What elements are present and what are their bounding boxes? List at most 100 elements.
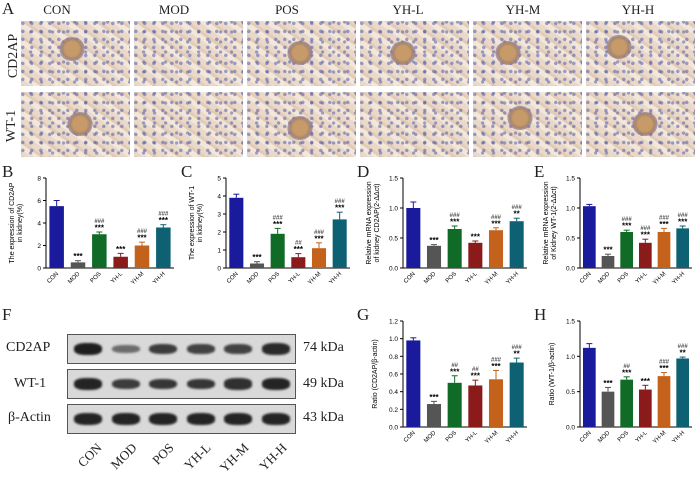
bar [620, 232, 634, 268]
chart-d: 0.0 0.5 1.0 1.5 Relative mRNA expression of k… [366, 176, 527, 286]
histology-image-cd2ap-yh-m [473, 21, 582, 86]
bar [406, 340, 421, 427]
significance-star: *** [73, 252, 83, 261]
significance-star: *** [450, 367, 460, 376]
x-tick-label: YH-M [484, 430, 499, 445]
blot-strip-wt1 [67, 369, 296, 399]
blot-kda-actin: 43 kDa [303, 410, 344, 425]
chart-e: 0.0 0.5 1.0 1.5 Relative mRNA expression of K… [543, 176, 692, 286]
significance-hash: ## [451, 363, 458, 369]
blot-band [224, 413, 252, 425]
y-tick-label: 1 [217, 248, 221, 255]
y-axis-label: of Kidney WT-1(2-ΔΔct) [551, 186, 558, 260]
group-label-yh-h: YH-H [621, 2, 655, 17]
y-tick-label: 0.8 [389, 354, 398, 361]
significance-star: *** [659, 220, 669, 229]
x-tick-label: POS [617, 430, 630, 443]
significance-hash: ## [295, 241, 302, 247]
significance-star: *** [491, 219, 501, 228]
y-axis-label: Ratio (CD2AP/β-actin) [372, 339, 379, 408]
significance-star: ** [680, 349, 687, 358]
significance-hash: ### [94, 219, 105, 225]
y-tick-label: 1.5 [566, 176, 575, 183]
blot-band [186, 343, 215, 355]
row-label-cd2ap: CD2AP [6, 33, 22, 79]
panel-letter-f: F [2, 305, 12, 324]
x-tick-label: YH-M [307, 271, 322, 286]
significance-star: *** [491, 362, 501, 371]
x-tick-label: MOD [423, 271, 438, 286]
blot-band [261, 343, 290, 355]
bar [582, 347, 596, 427]
significance-star: *** [294, 245, 304, 254]
significance-star: *** [159, 216, 169, 225]
blot-band [149, 378, 177, 390]
x-tick-label: POS [268, 271, 281, 284]
significance-star: *** [273, 220, 283, 229]
significance-star: ** [514, 210, 521, 219]
significance-hash: ### [314, 230, 325, 236]
y-tick-label: 3 [217, 212, 221, 219]
significance-star: *** [471, 372, 481, 381]
significance-hash: ### [512, 205, 523, 211]
panel-letter-d: D [357, 162, 370, 181]
significance-hash: ### [491, 357, 502, 363]
significance-star: *** [471, 233, 481, 242]
group-label-yh-l: YH-L [392, 2, 424, 17]
histology-image-wt1-con [21, 92, 130, 157]
x-tick-label: MOD [597, 430, 612, 445]
blot-kda-cd2ap: 74 kDa [303, 340, 344, 355]
significance-hash: ### [273, 215, 284, 221]
blot-band [74, 413, 102, 425]
histology-image-wt1-mod [134, 92, 243, 157]
significance-hash: ### [158, 212, 169, 218]
significance-hash: ### [678, 213, 689, 219]
y-tick-label: 0.5 [566, 236, 575, 243]
y-tick-label: 0 [217, 266, 221, 273]
x-tick-label: CON [46, 271, 60, 285]
x-tick-label: YH-H [671, 430, 686, 445]
y-tick-label: 2 [217, 230, 221, 237]
blot-band [111, 413, 140, 425]
panel-letter-e: E [534, 162, 545, 181]
panel-letter-b: B [2, 162, 14, 181]
blot-band [149, 413, 177, 425]
blot-lane-label-con: CON [74, 440, 105, 471]
bar [601, 391, 615, 427]
blot-band [224, 378, 252, 390]
x-tick-label: POS [90, 271, 103, 284]
row-label-wt1: WT-1 [4, 109, 20, 143]
blot-band [74, 343, 102, 355]
blot-band [186, 413, 215, 425]
bar [509, 362, 524, 427]
blot-band [74, 378, 102, 390]
bar [601, 256, 615, 268]
bar [270, 233, 285, 268]
bar [620, 379, 634, 427]
x-tick-label: YH-H [328, 271, 343, 286]
significance-star: *** [622, 368, 632, 377]
y-tick-label: 4 [217, 194, 221, 201]
significance-star: *** [95, 224, 105, 233]
significance-star: *** [450, 218, 460, 227]
x-tick-label: CON [579, 271, 593, 285]
bar [113, 256, 128, 268]
x-tick-label: YH-L [288, 271, 302, 285]
significance-star: *** [116, 245, 126, 254]
x-tick-label: MOD [597, 271, 612, 286]
panel-letter-c: C [181, 162, 193, 181]
x-tick-label: MOD [67, 271, 82, 286]
chart-g: 0.0 0.2 0.4 0.6 0.8 1.0 1.2 Ratio (CD2AP/β-acti… [372, 319, 527, 445]
y-tick-label: 1.5 [566, 319, 575, 326]
significance-hash: ### [137, 229, 148, 235]
significance-hash: ### [335, 199, 346, 205]
significance-star: *** [659, 364, 669, 373]
blot-lane-label-mod: MOD [107, 440, 140, 473]
blot-band [111, 378, 140, 390]
x-tick-label: CON [226, 271, 240, 285]
blot-kda-wt1: 49 kDa [303, 376, 344, 391]
x-tick-label: YH-H [505, 271, 520, 286]
y-axis-label: The expression of WT-1 [189, 186, 196, 260]
bar [468, 385, 483, 427]
histology-image-cd2ap-yh-h [586, 21, 695, 86]
